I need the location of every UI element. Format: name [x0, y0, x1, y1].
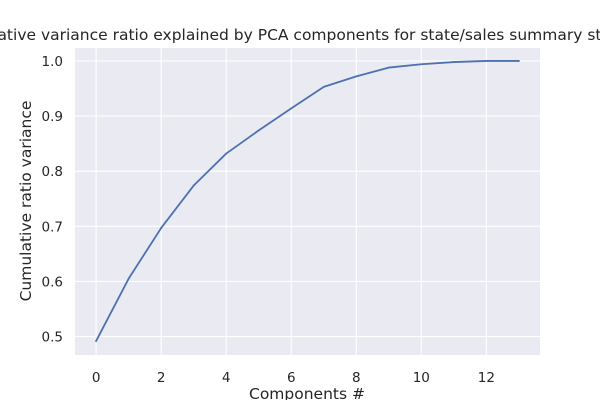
data-point: [517, 60, 520, 62]
data-point: [355, 75, 358, 78]
data-point: [160, 227, 163, 229]
y-tick-label: 0.6: [42, 274, 63, 290]
data-point: [192, 184, 195, 187]
tick-labels: 0 2 4 6 8 10 12 0.5 0.6 0.7 0.8 0.9 1.0: [42, 54, 495, 386]
data-point: [420, 63, 423, 66]
y-tick-label: 0.8: [42, 164, 63, 180]
data-point: [290, 107, 293, 110]
x-tick-label: 0: [92, 370, 101, 386]
plot-background: [75, 48, 540, 355]
x-tick-label: 10: [413, 370, 430, 386]
y-axis-label: Cumulative ratio variance: [17, 101, 35, 302]
data-point: [257, 129, 260, 132]
y-tick-label: 0.7: [42, 219, 63, 235]
data-point: [225, 152, 228, 155]
data-point: [485, 60, 488, 62]
chart-title: Cumulative variance ratio explained by P…: [0, 26, 600, 44]
series-line: [95, 60, 520, 342]
data-point: [452, 61, 455, 63]
x-tick-label: 6: [287, 370, 296, 386]
x-tick-label: 2: [157, 370, 166, 386]
y-tick-label: 1.0: [42, 54, 63, 70]
data-series: [95, 60, 520, 342]
x-tick-label: 4: [222, 370, 231, 386]
y-tick-label: 0.9: [42, 109, 63, 125]
data-point: [127, 277, 130, 280]
x-axis-label: Components #: [249, 385, 365, 400]
data-point: [387, 66, 390, 69]
data-point: [95, 340, 98, 342]
y-tick-label: 0.5: [42, 330, 63, 346]
x-tick-label: 12: [478, 370, 495, 386]
x-tick-label: 8: [352, 370, 361, 386]
data-point: [322, 85, 325, 88]
